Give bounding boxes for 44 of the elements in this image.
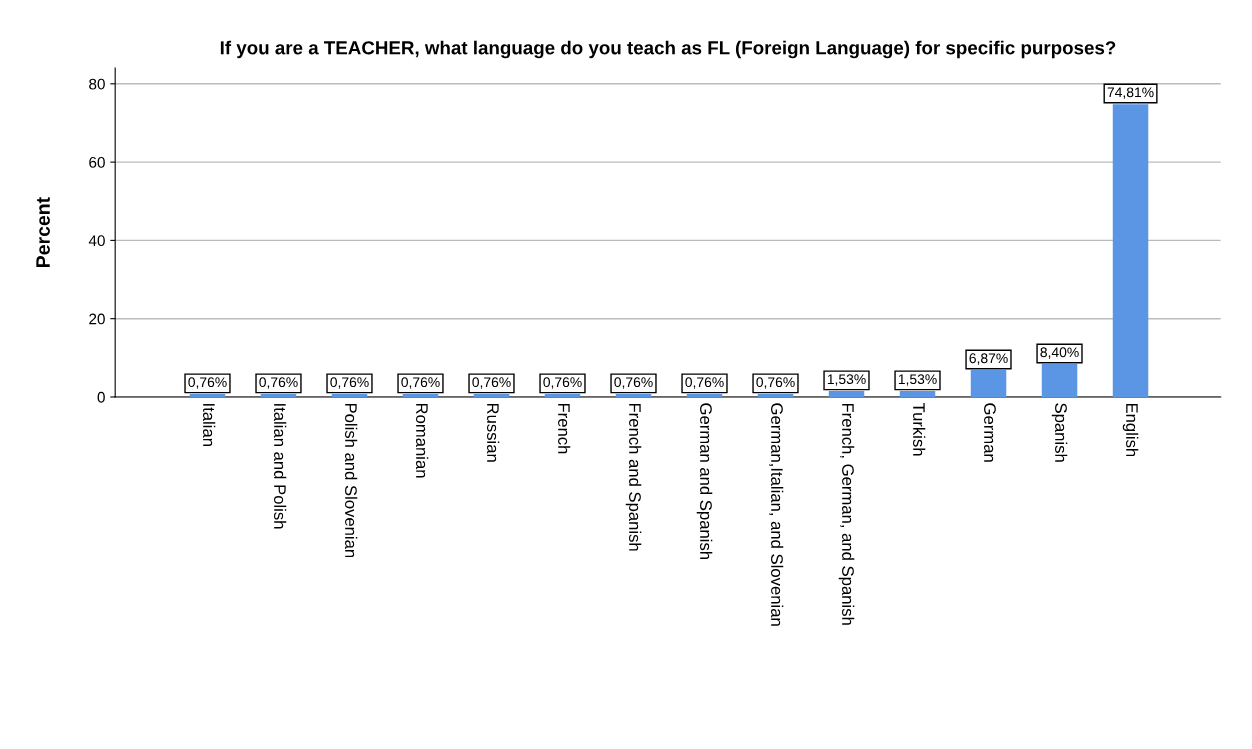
y-tick-label: 20 — [89, 313, 105, 325]
x-tick-label: Romanian — [416, 403, 429, 478]
y-axis-title: Percent — [36, 197, 50, 267]
data-label: 1,53% — [827, 374, 866, 386]
chart-title: If you are a TEACHER, what language do you teach as FL (Foreign Language) for specific purposes? — [220, 40, 1116, 59]
x-tick-label: Italian and Polish — [274, 404, 287, 529]
x-tick-label: Italian — [203, 404, 216, 446]
x-tick-label: Spanish — [1051, 403, 1068, 462]
bar — [686, 394, 723, 397]
bar — [331, 394, 368, 397]
bar — [544, 394, 581, 397]
x-tick-label: German,Italian, and Slovenian — [769, 403, 784, 626]
data-label: 0,76% — [472, 377, 511, 389]
y-tick-label: 80 — [89, 78, 105, 90]
bar — [260, 394, 297, 397]
data-label: 0,76% — [330, 377, 369, 389]
bar — [402, 394, 439, 397]
data-label: 8,40% — [1040, 347, 1079, 359]
x-tick-label: German — [984, 403, 996, 462]
x-tick-label: French and Spanish — [625, 403, 642, 551]
bar — [473, 394, 510, 397]
data-label: 0,76% — [401, 377, 440, 389]
y-tick-label: 60 — [89, 156, 105, 168]
x-tick-label: French — [558, 403, 571, 454]
y-tick-label: 0 — [97, 391, 105, 403]
x-tick-label: English — [1122, 403, 1139, 457]
data-label: 0,76% — [188, 377, 227, 389]
y-tick-label: 40 — [88, 235, 105, 247]
data-label: 1,53% — [898, 374, 937, 386]
bar — [757, 394, 794, 397]
bar — [189, 394, 226, 397]
data-label: 0,76% — [543, 377, 582, 389]
data-label: 6,87% — [969, 353, 1008, 365]
data-label: 0,76% — [756, 377, 795, 389]
data-label: 0,76% — [685, 377, 724, 389]
bar — [615, 394, 652, 397]
x-tick-label: Russian — [487, 403, 500, 462]
data-label: 74,81% — [1107, 87, 1154, 99]
data-label: 0,76% — [614, 377, 653, 389]
x-tick-label: Turkish — [913, 402, 926, 456]
x-tick-label: Polish and Slovenian — [345, 403, 358, 558]
data-label: 0,76% — [259, 377, 298, 389]
x-tick-label: German and Spanish — [696, 403, 713, 559]
x-tick-label: French, German, and Spanish — [838, 403, 855, 625]
